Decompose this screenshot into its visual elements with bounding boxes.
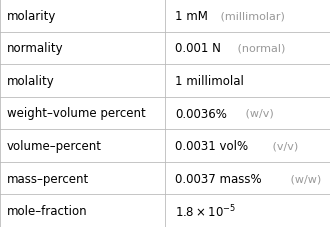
Text: mass–percent: mass–percent (7, 172, 89, 185)
Text: 1 mM: 1 mM (175, 10, 208, 23)
Text: mole–fraction: mole–fraction (7, 204, 87, 217)
Text: (millimolar): (millimolar) (217, 11, 285, 21)
Text: (v/v): (v/v) (269, 141, 299, 151)
Text: $1.8 \times 10^{-5}$: $1.8 \times 10^{-5}$ (175, 202, 236, 219)
Text: (w/v): (w/v) (242, 109, 274, 118)
Text: 0.0031 vol%: 0.0031 vol% (175, 139, 248, 152)
Text: 0.0037 mass%: 0.0037 mass% (175, 172, 261, 185)
Text: weight–volume percent: weight–volume percent (7, 107, 145, 120)
Text: molality: molality (7, 75, 54, 88)
Text: molarity: molarity (7, 10, 56, 23)
Text: 0.0036%: 0.0036% (175, 107, 227, 120)
Text: 0.001 N: 0.001 N (175, 42, 221, 55)
Text: volume–percent: volume–percent (7, 139, 102, 152)
Text: normality: normality (7, 42, 63, 55)
Text: (w/w): (w/w) (287, 173, 321, 183)
Text: 1 millimolal: 1 millimolal (175, 75, 244, 88)
Text: (normal): (normal) (234, 44, 285, 54)
